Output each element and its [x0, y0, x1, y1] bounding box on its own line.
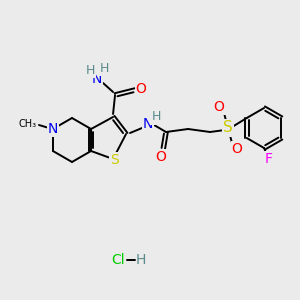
Text: H: H — [152, 110, 161, 124]
Text: H: H — [99, 61, 109, 74]
Text: O: O — [232, 142, 242, 156]
Text: F: F — [265, 152, 273, 166]
Text: N: N — [48, 122, 58, 136]
Text: O: O — [156, 150, 167, 164]
Text: O: O — [214, 100, 224, 114]
Text: H: H — [85, 64, 95, 76]
Text: N: N — [92, 72, 102, 86]
Text: S: S — [223, 121, 233, 136]
Text: N: N — [143, 117, 153, 131]
Text: H: H — [136, 253, 146, 267]
Text: S: S — [110, 153, 118, 167]
Text: O: O — [136, 82, 146, 96]
Text: CH₃: CH₃ — [19, 119, 37, 129]
Text: Cl: Cl — [111, 253, 125, 267]
